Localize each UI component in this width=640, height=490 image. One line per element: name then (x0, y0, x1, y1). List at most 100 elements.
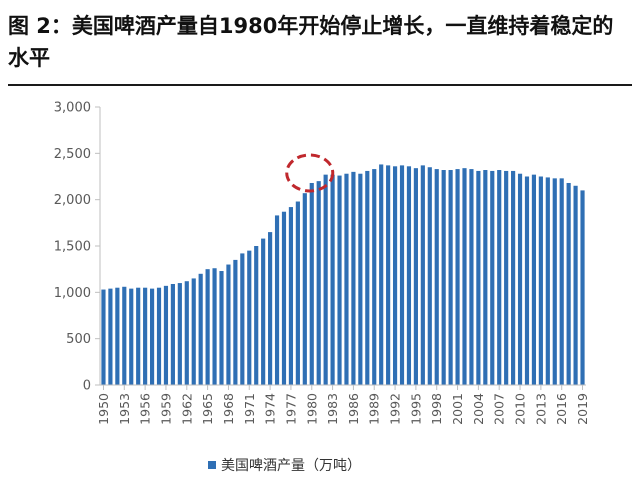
bar-2013 (538, 176, 543, 385)
bar-2004 (476, 170, 481, 385)
x-tick-label: 1962 (179, 393, 194, 425)
bar-1995 (413, 168, 418, 385)
y-tick-label: 500 (66, 332, 91, 347)
bar-1977 (288, 207, 294, 385)
x-tick-label: 1992 (388, 393, 403, 425)
bar-1968 (226, 264, 231, 385)
y-axis: 0 500 1,000 1,500 2,000 2,500 3,000 (54, 101, 101, 394)
x-tick-label: 2019 (575, 393, 590, 425)
x-tick-label: 1965 (200, 393, 215, 425)
bar-2019 (580, 190, 585, 385)
bar-1961 (177, 283, 182, 385)
bar-2010 (517, 173, 523, 385)
bar-1973 (261, 238, 266, 385)
x-tick-label: 1971 (242, 393, 257, 425)
bar-1959 (163, 285, 169, 385)
bar-1953 (122, 286, 127, 385)
bar-1989 (372, 169, 377, 385)
y-tick-label: 1,000 (54, 286, 91, 301)
bar-2015 (552, 178, 557, 385)
x-tick-label: 1977 (283, 393, 298, 425)
bar-1950 (101, 289, 106, 385)
bar-1952 (115, 287, 120, 385)
bar-1965 (205, 269, 210, 385)
bar-2006 (490, 170, 495, 385)
bar-1979 (302, 193, 307, 385)
y-tick-label: 0 (83, 379, 91, 394)
bar-2011 (524, 176, 530, 385)
y-tick-label: 3,000 (54, 101, 91, 116)
bar-1982 (323, 174, 328, 385)
bar-1954 (129, 288, 134, 385)
x-tick-label: 2001 (450, 393, 465, 425)
bar-2001 (455, 169, 460, 385)
title-divider (8, 84, 632, 86)
bar-1962 (184, 281, 189, 385)
bar-1966 (212, 268, 217, 385)
figure-title: 图 2：美国啤酒产量自1980年开始停止增长，一直维持着稳定的水平 (8, 14, 614, 70)
bar-1972 (254, 246, 259, 385)
bar-2012 (531, 174, 537, 385)
bar-1956 (143, 287, 148, 385)
highlight-circle (285, 153, 335, 193)
bar-1988 (365, 170, 370, 385)
x-tick-label: 1998 (429, 393, 444, 425)
legend-swatch (208, 461, 216, 469)
legend: 美国啤酒产量（万吨） (208, 455, 361, 475)
bar-1980 (309, 182, 314, 385)
bar-1990 (379, 164, 384, 385)
x-tick-label: 2010 (513, 393, 528, 425)
bar-1998 (434, 169, 439, 385)
bar-1974 (268, 232, 273, 385)
bar-1976 (281, 211, 287, 385)
x-tick-label: 2013 (533, 393, 548, 425)
x-tick-label: 2004 (471, 393, 486, 425)
y-tick-label: 2,000 (54, 193, 91, 208)
bar-1992 (392, 166, 398, 385)
x-axis: 1950 1953 1956 1959 1962 1965 1968 1971 1974 1977… (96, 384, 590, 425)
bar-1958 (156, 287, 162, 385)
x-tick-label: 1959 (158, 393, 173, 425)
bar-2009 (511, 170, 516, 385)
x-tick-label: 1986 (346, 393, 361, 425)
x-tick-label: 1950 (96, 393, 111, 425)
bar-1970 (240, 253, 245, 385)
bar-1975 (274, 215, 280, 385)
x-tick-label: 2016 (554, 393, 569, 425)
bar-1984 (337, 175, 342, 385)
bar-1985 (344, 173, 349, 385)
bar-2018 (573, 185, 578, 385)
bar-1967 (219, 271, 224, 385)
bar-1960 (170, 283, 175, 385)
bar-1957 (149, 288, 155, 385)
y-tick-label: 1,500 (54, 240, 91, 255)
bar-1996 (420, 165, 425, 385)
x-tick-label: 1956 (138, 393, 153, 425)
bar-1997 (427, 167, 432, 385)
x-tick-label: 1953 (117, 393, 132, 425)
x-tick-label: 1980 (304, 393, 319, 425)
bar-1993 (399, 165, 405, 385)
bar-2003 (469, 169, 474, 385)
bar-1991 (386, 165, 391, 385)
bar-chart: 0 500 1,000 1,500 2,000 2,500 3,000 1950 1953 19… (54, 101, 590, 425)
bar-1983 (330, 174, 335, 385)
bar-2014 (545, 177, 550, 385)
bar-1955 (136, 287, 141, 385)
bar-series (101, 164, 585, 385)
x-tick-label: 1983 (325, 393, 340, 425)
bar-1986 (351, 171, 356, 385)
bar-1994 (406, 166, 412, 385)
legend-label: 美国啤酒产量（万吨） (221, 458, 361, 474)
bar-1964 (198, 273, 203, 385)
annotation (285, 153, 335, 193)
bar-1971 (247, 250, 252, 385)
x-tick-label: 1995 (408, 393, 423, 425)
x-tick-label: 1974 (263, 393, 278, 425)
x-tick-label: 1989 (367, 393, 382, 425)
y-tick-label: 2,500 (54, 147, 91, 162)
bar-1981 (316, 181, 321, 385)
bar-1978 (295, 201, 300, 385)
bar-1999 (441, 170, 446, 385)
